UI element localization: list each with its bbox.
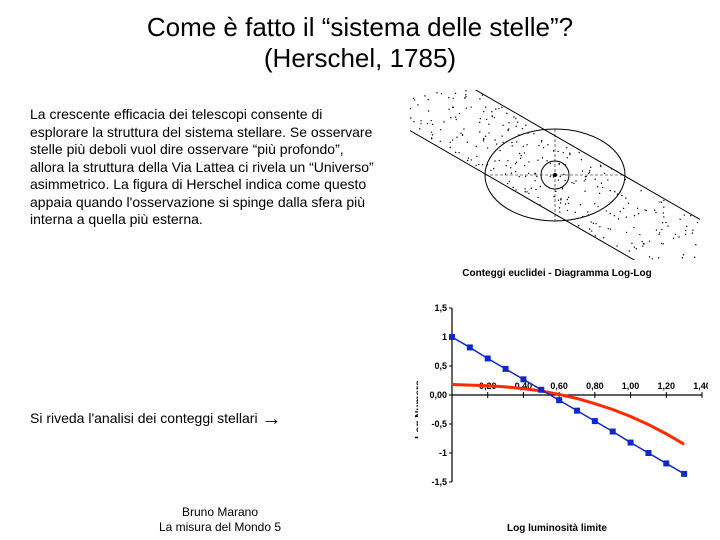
footer-line2: La misura del Mondo 5 <box>159 520 281 534</box>
svg-text:-0,5: -0,5 <box>431 419 447 429</box>
chart-xlabel: Log luminosità limite <box>412 523 702 534</box>
arrow-right-icon: → <box>261 408 281 430</box>
svg-text:-1: -1 <box>439 448 447 458</box>
svg-text:0,60: 0,60 <box>550 381 568 391</box>
svg-text:1,5: 1,5 <box>434 303 447 313</box>
svg-text:1,00: 1,00 <box>622 381 640 391</box>
title-line1: Come è fatto il “sistema delle stelle”? <box>147 12 573 42</box>
svg-text:0,80: 0,80 <box>586 381 604 391</box>
svg-text:0,5: 0,5 <box>434 361 447 371</box>
chart-title: Conteggi euclidei - Diagramma Log-Log <box>412 268 702 279</box>
bottom-note: Si riveda l'analisi dei conteggi stellar… <box>30 408 410 431</box>
footer: Bruno Marano La misura del Mondo 5 <box>0 505 440 534</box>
bottom-text: Si riveda l'analisi dei conteggi stellar… <box>30 410 258 426</box>
svg-text:1,40: 1,40 <box>693 381 708 391</box>
svg-text:1,20: 1,20 <box>658 381 676 391</box>
svg-text:-1,5: -1,5 <box>431 477 447 487</box>
svg-text:0,00: 0,00 <box>429 390 447 400</box>
body-paragraph: La crescente efficacia dei telescopi con… <box>30 106 380 229</box>
chart: -1,5-1-0,50,000,511,50,200,400,600,801,0… <box>418 300 708 520</box>
footer-line1: Bruno Marano <box>182 505 258 519</box>
svg-text:1: 1 <box>442 332 447 342</box>
slide-title: Come è fatto il “sistema delle stelle”? … <box>0 12 720 74</box>
herschel-diagram <box>410 90 700 260</box>
title-line2: (Herschel, 1785) <box>264 43 456 73</box>
